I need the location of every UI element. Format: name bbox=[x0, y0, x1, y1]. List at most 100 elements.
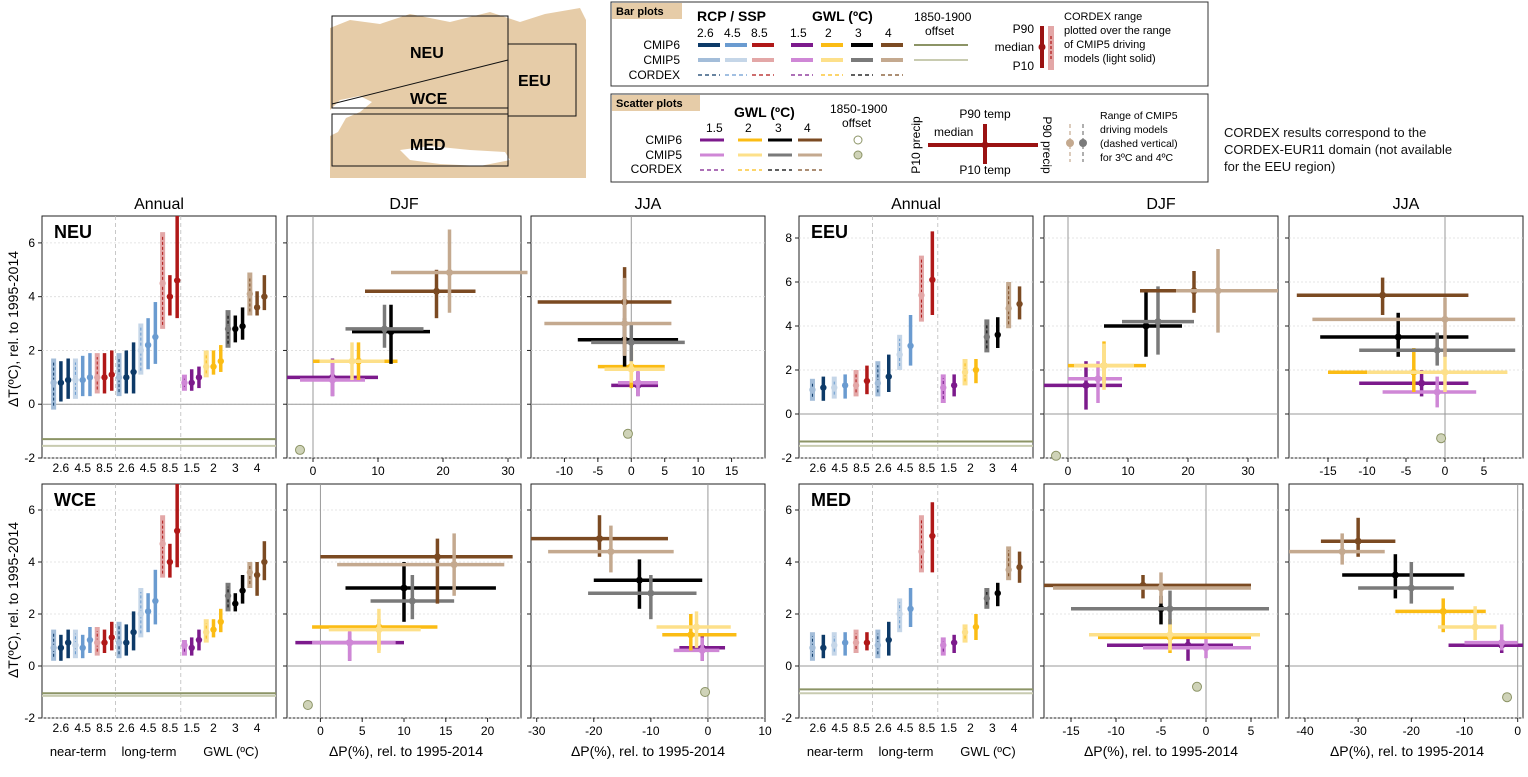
y-tick-label: 8 bbox=[785, 231, 792, 245]
bar-median bbox=[246, 290, 254, 298]
scatter-median bbox=[693, 623, 701, 631]
legend-bar-rcp-85: 8.5 bbox=[751, 26, 768, 40]
x-tick-label: 30 bbox=[501, 464, 515, 478]
scatter-median bbox=[687, 631, 695, 639]
bar-median bbox=[994, 331, 1001, 338]
x-tick-label: 2.6 bbox=[810, 461, 827, 475]
bar-median bbox=[137, 610, 145, 618]
panel-title: Annual bbox=[891, 196, 941, 213]
bar-median bbox=[961, 369, 969, 376]
legend-scatter-title: Scatter plots bbox=[616, 98, 683, 110]
bar-median bbox=[261, 293, 268, 300]
scatter-median bbox=[408, 597, 416, 605]
bar-median bbox=[108, 634, 115, 641]
scatter-median bbox=[1166, 631, 1174, 639]
offset-point bbox=[295, 444, 305, 455]
bar-median bbox=[101, 639, 108, 646]
x-tick-label: 0 bbox=[1514, 724, 1521, 738]
y-tick-label: 0 bbox=[785, 407, 792, 421]
bar-median bbox=[950, 382, 958, 389]
legend-scatter-p10-temp: P10 temp bbox=[959, 163, 1011, 177]
xlabel-scatter-2: ΔP(%), rel. to 1995-2014 bbox=[571, 743, 725, 759]
x-tick-label: 8.5 bbox=[96, 721, 113, 735]
legend-scatter-frame bbox=[610, 93, 1209, 183]
legend-bar-median: median bbox=[995, 40, 1034, 54]
bar-median bbox=[820, 384, 827, 391]
bar-median bbox=[253, 304, 261, 311]
legend-bar-frame bbox=[610, 1, 1209, 87]
bar-median bbox=[203, 629, 210, 636]
legend-scatter-offset-2: offset bbox=[842, 116, 872, 130]
y-tick-label: 4 bbox=[785, 555, 792, 569]
legend-bar-plots: Bar plots RCP / SSP 2.6 4.5 8.5 GWL (ºC)… bbox=[610, 1, 1209, 87]
x-tick-label: 2 bbox=[967, 721, 974, 735]
offset-point bbox=[700, 687, 711, 697]
bar-median bbox=[261, 558, 268, 566]
panel-title: JJA bbox=[1393, 196, 1420, 213]
y-tick-label: 0 bbox=[785, 659, 792, 673]
legend-bar-title: Bar plots bbox=[616, 6, 664, 18]
panel-frame bbox=[1288, 483, 1524, 719]
legend-scatter-plots: Scatter plots GWL (ºC) 1.5 2 3 4 1850-19… bbox=[610, 93, 1209, 183]
bar-median bbox=[195, 636, 203, 644]
x-tick-label: -30 bbox=[1349, 724, 1367, 738]
scatter-median bbox=[1202, 644, 1210, 652]
bar-median bbox=[929, 532, 936, 540]
scatter-median bbox=[1441, 368, 1449, 376]
legend-scatter-cmip5-dot-3 bbox=[1079, 139, 1087, 147]
bar-median bbox=[232, 325, 239, 333]
ylabel-bottom-row: ΔT(ºC), rel. to 1995-2014 bbox=[5, 522, 21, 678]
legend-scatter-row-cordex: CORDEX bbox=[631, 162, 682, 176]
bar-median bbox=[181, 379, 188, 386]
bar-median bbox=[896, 610, 903, 618]
x-tick-label: -5 bbox=[1401, 464, 1412, 478]
bar-median bbox=[874, 642, 882, 649]
x-tick-label: 2 bbox=[210, 721, 217, 735]
bar-median bbox=[983, 333, 991, 341]
scatter-median bbox=[1407, 584, 1415, 592]
x-tick-label: 4 bbox=[1011, 461, 1018, 475]
legend-scatter-title-bg bbox=[612, 95, 700, 111]
xlabel-near-term-right: near-term bbox=[807, 744, 863, 759]
x-tick-label: 10 bbox=[1121, 464, 1135, 478]
scatter-median bbox=[381, 325, 388, 333]
y-tick-label: -2 bbox=[781, 451, 792, 465]
legend-scatter-offset-cmip5 bbox=[853, 150, 863, 160]
x-tick-label: -5 bbox=[1156, 724, 1167, 738]
scatter-median bbox=[1094, 375, 1102, 383]
x-tick-label: -10 bbox=[1456, 724, 1474, 738]
x-tick-label: 2.6 bbox=[118, 461, 135, 475]
legend-scatter-swatches bbox=[700, 138, 822, 171]
bar-median bbox=[57, 644, 65, 651]
bar-median bbox=[907, 342, 914, 349]
bar-median bbox=[885, 373, 892, 380]
scatter-median bbox=[400, 584, 408, 592]
bar-median bbox=[152, 333, 159, 341]
scatter-median bbox=[1394, 333, 1402, 341]
bar-median bbox=[50, 379, 57, 386]
legend-scatter-p90-temp: P90 temp bbox=[959, 107, 1011, 121]
x-tick-label: 4.5 bbox=[831, 461, 848, 475]
bar-median bbox=[188, 379, 195, 386]
y-tick-label: 2 bbox=[28, 607, 35, 621]
bar-median bbox=[918, 292, 925, 299]
bar-median bbox=[123, 374, 130, 381]
panel-neu-annual: Annual -2 0 2 4 6 2.6 4.5 8.5 2.6 4.5 8.5 1.5 2 3 4 NEU bbox=[24, 196, 277, 475]
xlabel-near-term: near-term bbox=[50, 744, 106, 759]
bar-median bbox=[79, 376, 86, 384]
offset-point bbox=[622, 428, 633, 439]
xlabel-long-term-right: long-term bbox=[879, 744, 934, 759]
panel-wce-djf: 0 5 10 15 20 bbox=[283, 483, 522, 738]
bar-median bbox=[246, 569, 254, 576]
cordex-note-line-2: CORDEX-EUR11 domain (not available bbox=[1224, 142, 1453, 157]
bar-median bbox=[940, 642, 947, 649]
bar-median bbox=[1005, 566, 1012, 573]
panel-neu-jja: JJA -10 -5 0 5 10 15 bbox=[527, 196, 766, 478]
bar-median bbox=[64, 639, 72, 646]
bar-median bbox=[50, 644, 57, 651]
scatter-median bbox=[450, 561, 458, 569]
legend-bar-gwl-3: 3 bbox=[855, 26, 862, 40]
x-tick-label: 5 bbox=[1248, 724, 1255, 738]
